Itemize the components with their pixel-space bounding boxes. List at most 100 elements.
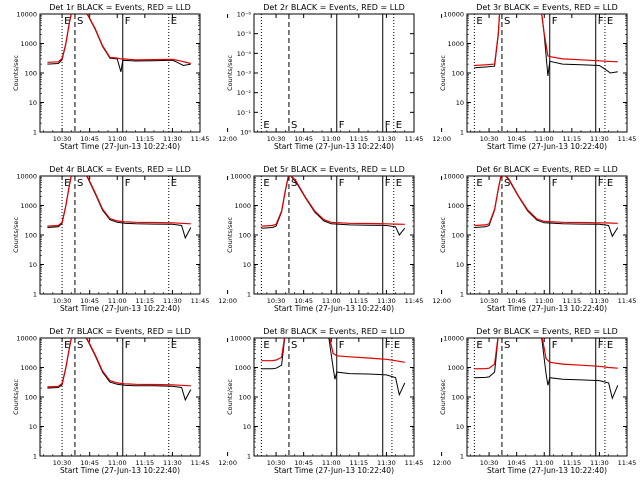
y-tick-label: 1	[33, 453, 37, 461]
plot-frame	[39, 13, 201, 133]
marker-label: E	[171, 178, 177, 189]
y-axis-title: Counts/sec	[439, 217, 447, 253]
series-group	[474, 14, 618, 76]
x-tick-label: 10:30	[480, 297, 499, 305]
panel-title: Det 8r BLACK = Events, RED = LLD	[263, 327, 405, 336]
y-tick-label: 1	[247, 453, 251, 461]
marker-label: E	[476, 16, 482, 27]
y-tick-label: 1000	[20, 40, 37, 48]
y-tick-label: 10000	[16, 173, 37, 181]
x-tick-label: 11:00	[108, 135, 127, 143]
marker-label: E	[263, 340, 269, 351]
x-tick-label: 11:15	[562, 297, 581, 305]
x-axis-title: Start Time (27-Jun-13 10:22:40)	[274, 304, 394, 313]
x-tick-label: 11:00	[108, 459, 127, 467]
y-tick-label: 1000	[447, 40, 464, 48]
marker-label: F	[598, 340, 604, 351]
x-tick-label: 11:30	[163, 297, 182, 305]
x-tick-label: 11:45	[405, 459, 424, 467]
y-tick-label: 10	[29, 261, 37, 269]
x-tick-label: 11:45	[618, 459, 637, 467]
x-tick-label: 10:45	[80, 135, 99, 143]
x-tick-label: 11:45	[405, 135, 424, 143]
y-tick-label: 1	[460, 129, 464, 137]
marker-label: F	[385, 340, 391, 351]
series-black-line	[474, 14, 618, 76]
x-tick-label: 10:30	[53, 135, 72, 143]
panel-title: Det 2r BLACK = Events, RED = LLD	[263, 3, 405, 12]
y-tick-label: 10⁻⁵	[237, 30, 252, 38]
x-tick-label: 12:00	[218, 297, 237, 305]
x-tick-label: 11:00	[535, 297, 554, 305]
y-axis-title: Counts/sec	[12, 217, 20, 253]
y-tick-label: 1000	[234, 364, 251, 372]
marker-label: S	[504, 178, 510, 189]
y-axis-title: Counts/sec	[226, 379, 234, 415]
series-red-line	[47, 338, 191, 388]
marker-label: F	[598, 16, 604, 27]
y-axis-title: Counts/sec	[226, 55, 234, 91]
marker-label: E	[476, 178, 482, 189]
x-tick-label: 12:00	[432, 297, 451, 305]
y-tick-label: 1000	[20, 202, 37, 210]
panel-7: Det 7r BLACK = Events, RED = LLD 1 10 100 10…	[12, 327, 237, 475]
marker-label: E	[64, 340, 70, 351]
x-axis-title: Start Time (27-Jun-13 10:22:40)	[60, 142, 180, 151]
x-tick-label: 10:45	[80, 459, 99, 467]
x-tick-label: 11:15	[562, 135, 581, 143]
marker-label: S	[291, 120, 297, 131]
x-tick-label: 11:00	[108, 297, 127, 305]
x-tick-label: 11:30	[590, 297, 609, 305]
marker-label: E	[607, 16, 613, 27]
series-black-line	[261, 338, 406, 397]
x-tick-label: 11:30	[377, 459, 396, 467]
panel-title: Det 4r BLACK = Events, RED = LLD	[49, 165, 191, 174]
y-axis-title: Counts/sec	[439, 55, 447, 91]
x-tick-label: 10:45	[294, 135, 313, 143]
y-tick-label: 10	[243, 261, 251, 269]
y-tick-label: 1	[33, 291, 37, 299]
panel-2: Det 2r BLACK = Events, RED = LLD 10⁰ 10⁻¹ 1…	[226, 3, 451, 151]
x-tick-label: 10:45	[80, 297, 99, 305]
x-tick-label: 11:45	[191, 135, 210, 143]
panel-8: Det 8r BLACK = Events, RED = LLD 1 10 100 10…	[226, 327, 451, 475]
x-axis-title: Start Time (27-Jun-13 10:22:40)	[487, 304, 607, 313]
x-tick-label: 11:15	[135, 459, 154, 467]
marker-label: E	[263, 120, 269, 131]
y-tick-label: 100	[25, 394, 37, 402]
panel-title: Det 9r BLACK = Events, RED = LLD	[476, 327, 618, 336]
y-tick-label: 1000	[447, 202, 464, 210]
marker-label: E	[396, 178, 402, 189]
x-tick-label: 11:00	[535, 459, 554, 467]
x-tick-label: 11:45	[618, 297, 637, 305]
y-tick-label: 10⁻⁶	[237, 11, 252, 19]
x-tick-label: 10:45	[507, 459, 526, 467]
panel-title: Det 7r BLACK = Events, RED = LLD	[49, 327, 191, 336]
y-axis-title: Counts/sec	[226, 217, 234, 253]
y-tick-label: 1	[247, 291, 251, 299]
plot-frame	[39, 337, 201, 457]
y-tick-label: 100	[239, 232, 251, 240]
y-tick-label: 10⁻²	[237, 89, 252, 97]
y-tick-label: 100	[452, 70, 464, 78]
y-axis-title: Counts/sec	[12, 379, 20, 415]
y-tick-label: 1000	[447, 364, 464, 372]
y-tick-label: 100	[25, 70, 37, 78]
y-tick-label: 10⁻¹	[237, 109, 252, 117]
x-axis-title: Start Time (27-Jun-13 10:22:40)	[274, 142, 394, 151]
marker-label: E	[263, 178, 269, 189]
series-red-line	[47, 176, 191, 227]
x-tick-label: 11:30	[377, 135, 396, 143]
marker-label: S	[77, 16, 83, 27]
marker-label: F	[125, 340, 131, 351]
x-tick-label: 11:15	[562, 459, 581, 467]
x-tick-label: 11:00	[322, 297, 341, 305]
x-tick-label: 11:30	[377, 297, 396, 305]
series-red-line	[261, 338, 405, 363]
y-tick-label: 100	[452, 232, 464, 240]
x-axis-title: Start Time (27-Jun-13 10:22:40)	[487, 142, 607, 151]
marker-label: S	[504, 340, 510, 351]
x-tick-label: 11:15	[349, 135, 368, 143]
marker-label: S	[504, 16, 510, 27]
